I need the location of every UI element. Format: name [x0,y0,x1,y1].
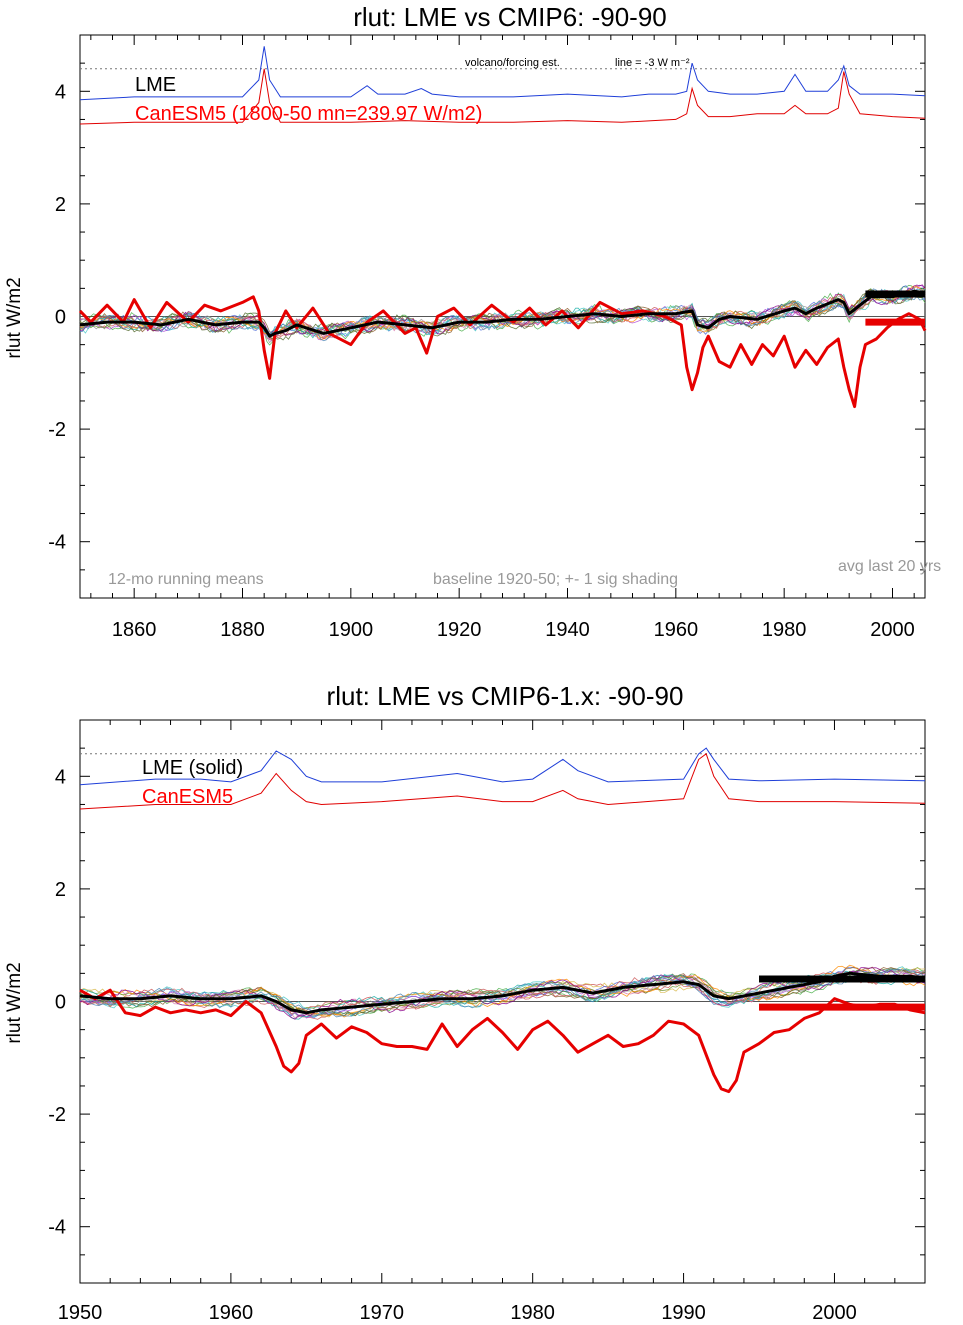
forcing-note: volcano/forcing est. [465,57,560,69]
x-tick-label: 1980 [762,619,807,641]
forcing-line-canesm5 [79,68,926,125]
x-tick-label: 1990 [661,1302,706,1324]
y-tick-label: -4 [48,1217,66,1239]
legend-lme-solid: LME (solid) [142,757,243,779]
x-tick-label: 1950 [58,1302,103,1324]
panel-top-ylabel: rlut W/m2 [4,277,25,358]
x-tick-label: 2000 [870,619,915,641]
x-tick-label: 1970 [360,1302,405,1324]
panel-bottom-title: rlut: LME vs CMIP6-1.x: -90-90 [327,681,684,711]
forcing-line-lme [79,46,926,101]
x-tick-label: 1960 [654,619,699,641]
lme-mean-line [79,971,926,1015]
y-tick-label: 0 [55,992,66,1014]
ensemble-member-line [79,288,926,342]
y-tick-label: 0 [55,307,66,329]
running-means-note: 12-mo running means [108,571,264,588]
ensemble-member-line [79,967,926,1020]
y-tick-label: -2 [48,419,66,441]
x-tick-label: 1880 [220,619,265,641]
line-note: line = -3 W m⁻² [615,57,690,69]
canesm5-line [79,988,926,1094]
y-tick-label: 2 [55,879,66,901]
baseline-note: baseline 1920-50; +- 1 sig shading [433,571,678,588]
y-tick-label: 4 [55,766,66,788]
x-tick-label: 1920 [437,619,482,641]
x-tick-label: 1980 [510,1302,555,1324]
ensemble-member-line [79,284,926,346]
y-tick-label: 2 [55,194,66,216]
y-tick-label: -4 [48,532,66,554]
x-tick-label: 1960 [209,1302,254,1324]
x-tick-label: 1940 [545,619,590,641]
legend-canesm5-bottom: CanESM5 [142,786,233,808]
x-tick-label: 2000 [812,1302,857,1324]
panel-top-title: rlut: LME vs CMIP6: -90-90 [353,2,667,32]
legend-lme: LME [135,74,176,96]
x-tick-label: 1860 [112,619,157,641]
x-tick-label: 1900 [329,619,374,641]
panel-bottom-ylabel: rlut W/m2 [4,962,25,1043]
forcing-line-canesm5 [79,752,926,810]
panel-top: -4 -2 0 2 4 1860 1880 1900 1920 1940 1960 1980 2000 r… [4,2,941,641]
canesm5-line [78,295,927,409]
y-tick-label: 4 [55,81,66,103]
ensemble-member-line [79,970,926,1020]
y-tick-label: -2 [48,1104,66,1126]
avg-last-note: avg last 20 yrs [838,558,941,575]
lme-mean-line [79,289,926,338]
panel-bottom: -4 -2 0 2 4 1950 1960 1970 1980 1990 2000 rlut: LME… [4,681,926,1324]
legend-canesm5: CanESM5 (1800-50 mn=239.97 W/m2) [135,103,482,125]
forcing-line-lme [79,747,926,786]
